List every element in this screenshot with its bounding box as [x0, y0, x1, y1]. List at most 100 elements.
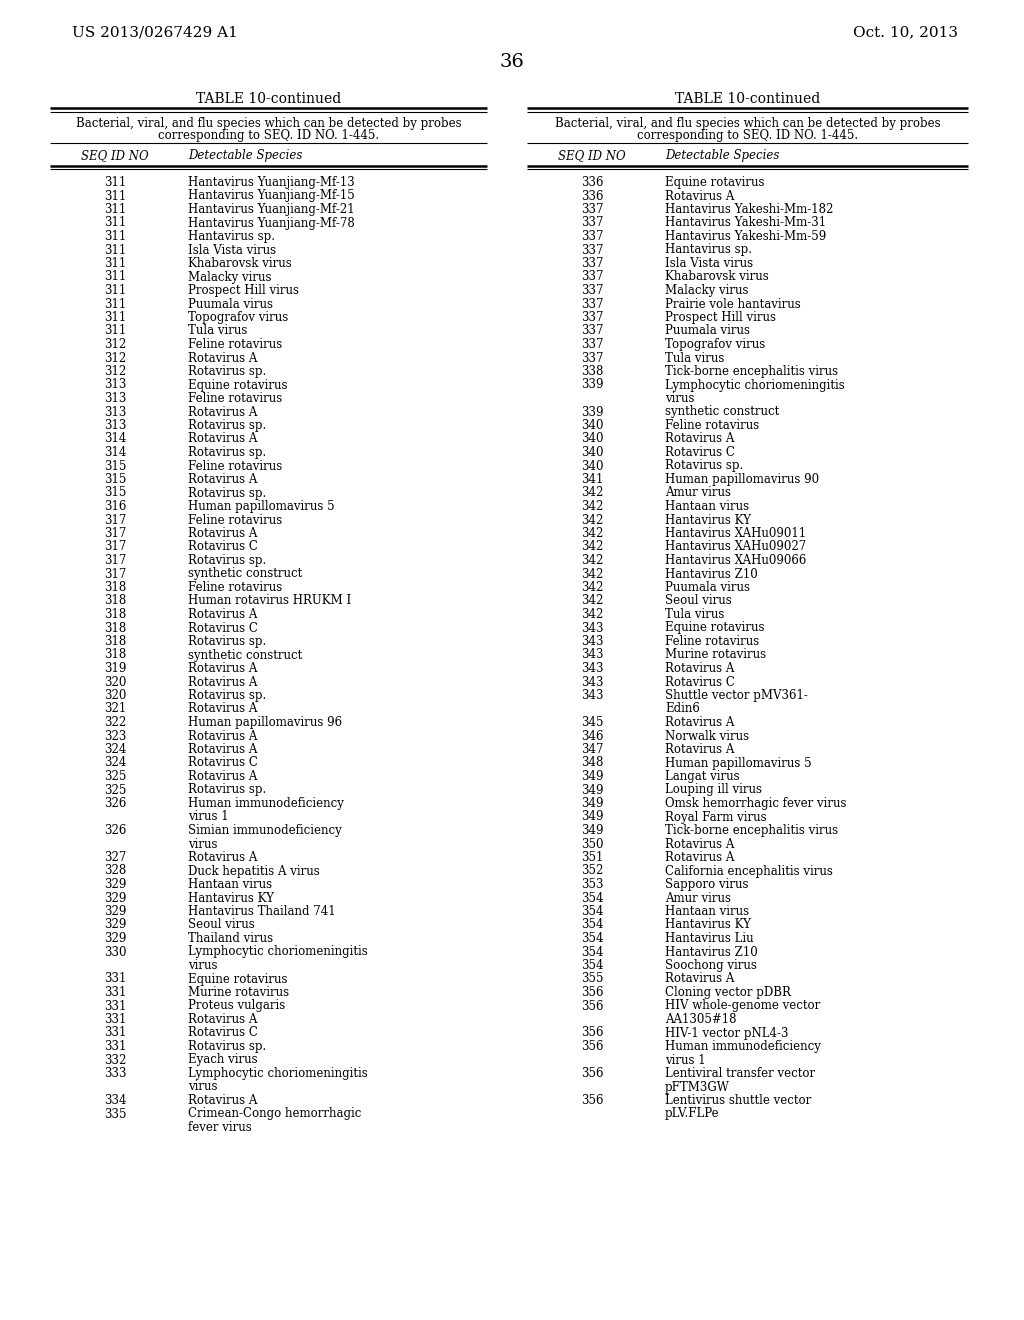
Text: SEQ ID NO: SEQ ID NO	[558, 149, 626, 162]
Text: 349: 349	[581, 770, 603, 783]
Text: Lymphocytic choriomeningitis: Lymphocytic choriomeningitis	[188, 945, 368, 958]
Text: Equine rotavirus: Equine rotavirus	[665, 622, 765, 635]
Text: virus 1: virus 1	[188, 810, 228, 824]
Text: Hantavirus Yakeshi-Mm-182: Hantavirus Yakeshi-Mm-182	[665, 203, 834, 216]
Text: 343: 343	[581, 622, 603, 635]
Text: 337: 337	[581, 243, 603, 256]
Text: Simian immunodeficiency: Simian immunodeficiency	[188, 824, 342, 837]
Text: Lentivirus shuttle vector: Lentivirus shuttle vector	[665, 1094, 811, 1107]
Text: Prospect Hill virus: Prospect Hill virus	[665, 312, 776, 323]
Text: 349: 349	[581, 810, 603, 824]
Text: 324: 324	[103, 743, 126, 756]
Text: Rotavirus A: Rotavirus A	[188, 702, 257, 715]
Text: 330: 330	[103, 945, 126, 958]
Text: Rotavirus A: Rotavirus A	[665, 190, 734, 202]
Text: Rotavirus C: Rotavirus C	[665, 446, 735, 459]
Text: Equine rotavirus: Equine rotavirus	[665, 176, 765, 189]
Text: 331: 331	[103, 1040, 126, 1053]
Text: Topografov virus: Topografov virus	[188, 312, 288, 323]
Text: Hantavirus Yuanjiang-Mf-13: Hantavirus Yuanjiang-Mf-13	[188, 176, 354, 189]
Text: Rotavirus A: Rotavirus A	[665, 743, 734, 756]
Text: US 2013/0267429 A1: US 2013/0267429 A1	[72, 25, 238, 40]
Text: Proteus vulgaris: Proteus vulgaris	[188, 999, 286, 1012]
Text: Khabarovsk virus: Khabarovsk virus	[665, 271, 769, 284]
Text: 314: 314	[103, 433, 126, 446]
Text: 318: 318	[103, 609, 126, 620]
Text: HIV-1 vector pNL4-3: HIV-1 vector pNL4-3	[665, 1027, 788, 1040]
Text: 337: 337	[581, 297, 603, 310]
Text: 355: 355	[581, 973, 603, 986]
Text: 336: 336	[581, 176, 603, 189]
Text: 312: 312	[103, 338, 126, 351]
Text: 317: 317	[103, 540, 126, 553]
Text: Hantavirus KY: Hantavirus KY	[188, 891, 274, 904]
Text: 337: 337	[581, 338, 603, 351]
Text: Murine rotavirus: Murine rotavirus	[188, 986, 289, 999]
Text: 354: 354	[581, 932, 603, 945]
Text: Amur virus: Amur virus	[665, 891, 731, 904]
Text: HIV whole-genome vector: HIV whole-genome vector	[665, 999, 820, 1012]
Text: virus: virus	[188, 1081, 217, 1093]
Text: 340: 340	[581, 446, 603, 459]
Text: Rotavirus sp.: Rotavirus sp.	[188, 554, 266, 568]
Text: Louping ill virus: Louping ill virus	[665, 784, 762, 796]
Text: 356: 356	[581, 1094, 603, 1107]
Text: 316: 316	[103, 500, 126, 513]
Text: 315: 315	[103, 487, 126, 499]
Text: Rotavirus sp.: Rotavirus sp.	[188, 446, 266, 459]
Text: 325: 325	[103, 784, 126, 796]
Text: Rotavirus A: Rotavirus A	[665, 663, 734, 675]
Text: pFTM3GW: pFTM3GW	[665, 1081, 730, 1093]
Text: Feline rotavirus: Feline rotavirus	[188, 513, 283, 527]
Text: Rotavirus C: Rotavirus C	[188, 756, 258, 770]
Text: 332: 332	[103, 1053, 126, 1067]
Text: 336: 336	[581, 190, 603, 202]
Text: Detectable Species: Detectable Species	[188, 149, 302, 162]
Text: 334: 334	[103, 1094, 126, 1107]
Text: Rotavirus sp.: Rotavirus sp.	[188, 784, 266, 796]
Text: Rotavirus A: Rotavirus A	[665, 433, 734, 446]
Text: 342: 342	[581, 594, 603, 607]
Text: Equine rotavirus: Equine rotavirus	[188, 379, 288, 392]
Text: 338: 338	[581, 366, 603, 378]
Text: Duck hepatitis A virus: Duck hepatitis A virus	[188, 865, 319, 878]
Text: 342: 342	[581, 500, 603, 513]
Text: 342: 342	[581, 527, 603, 540]
Text: Bacterial, viral, and flu species which can be detected by probes: Bacterial, viral, and flu species which …	[76, 116, 462, 129]
Text: 318: 318	[103, 581, 126, 594]
Text: Rotavirus A: Rotavirus A	[188, 676, 257, 689]
Text: 343: 343	[581, 676, 603, 689]
Text: Rotavirus A: Rotavirus A	[188, 743, 257, 756]
Text: Hantavirus Z10: Hantavirus Z10	[665, 945, 758, 958]
Text: Soochong virus: Soochong virus	[665, 960, 757, 972]
Text: 320: 320	[103, 676, 126, 689]
Text: 342: 342	[581, 540, 603, 553]
Text: Tick-borne encephalitis virus: Tick-borne encephalitis virus	[665, 824, 838, 837]
Text: 342: 342	[581, 581, 603, 594]
Text: Puumala virus: Puumala virus	[665, 325, 750, 338]
Text: 326: 326	[103, 797, 126, 810]
Text: Hantavirus Yuanjiang-Mf-15: Hantavirus Yuanjiang-Mf-15	[188, 190, 354, 202]
Text: Cloning vector pDBR: Cloning vector pDBR	[665, 986, 791, 999]
Text: Rotavirus sp.: Rotavirus sp.	[188, 487, 266, 499]
Text: 341: 341	[581, 473, 603, 486]
Text: virus: virus	[188, 837, 217, 850]
Text: 340: 340	[581, 459, 603, 473]
Text: 319: 319	[103, 663, 126, 675]
Text: 312: 312	[103, 366, 126, 378]
Text: 352: 352	[581, 865, 603, 878]
Text: Rotavirus A: Rotavirus A	[665, 973, 734, 986]
Text: Rotavirus C: Rotavirus C	[188, 540, 258, 553]
Text: 311: 311	[103, 216, 126, 230]
Text: 333: 333	[103, 1067, 126, 1080]
Text: Langat virus: Langat virus	[665, 770, 739, 783]
Text: Feline rotavirus: Feline rotavirus	[188, 581, 283, 594]
Text: 340: 340	[581, 418, 603, 432]
Text: 343: 343	[581, 663, 603, 675]
Text: 337: 337	[581, 257, 603, 271]
Text: 346: 346	[581, 730, 603, 742]
Text: 342: 342	[581, 609, 603, 620]
Text: Hantaan virus: Hantaan virus	[188, 878, 272, 891]
Text: 349: 349	[581, 784, 603, 796]
Text: 315: 315	[103, 473, 126, 486]
